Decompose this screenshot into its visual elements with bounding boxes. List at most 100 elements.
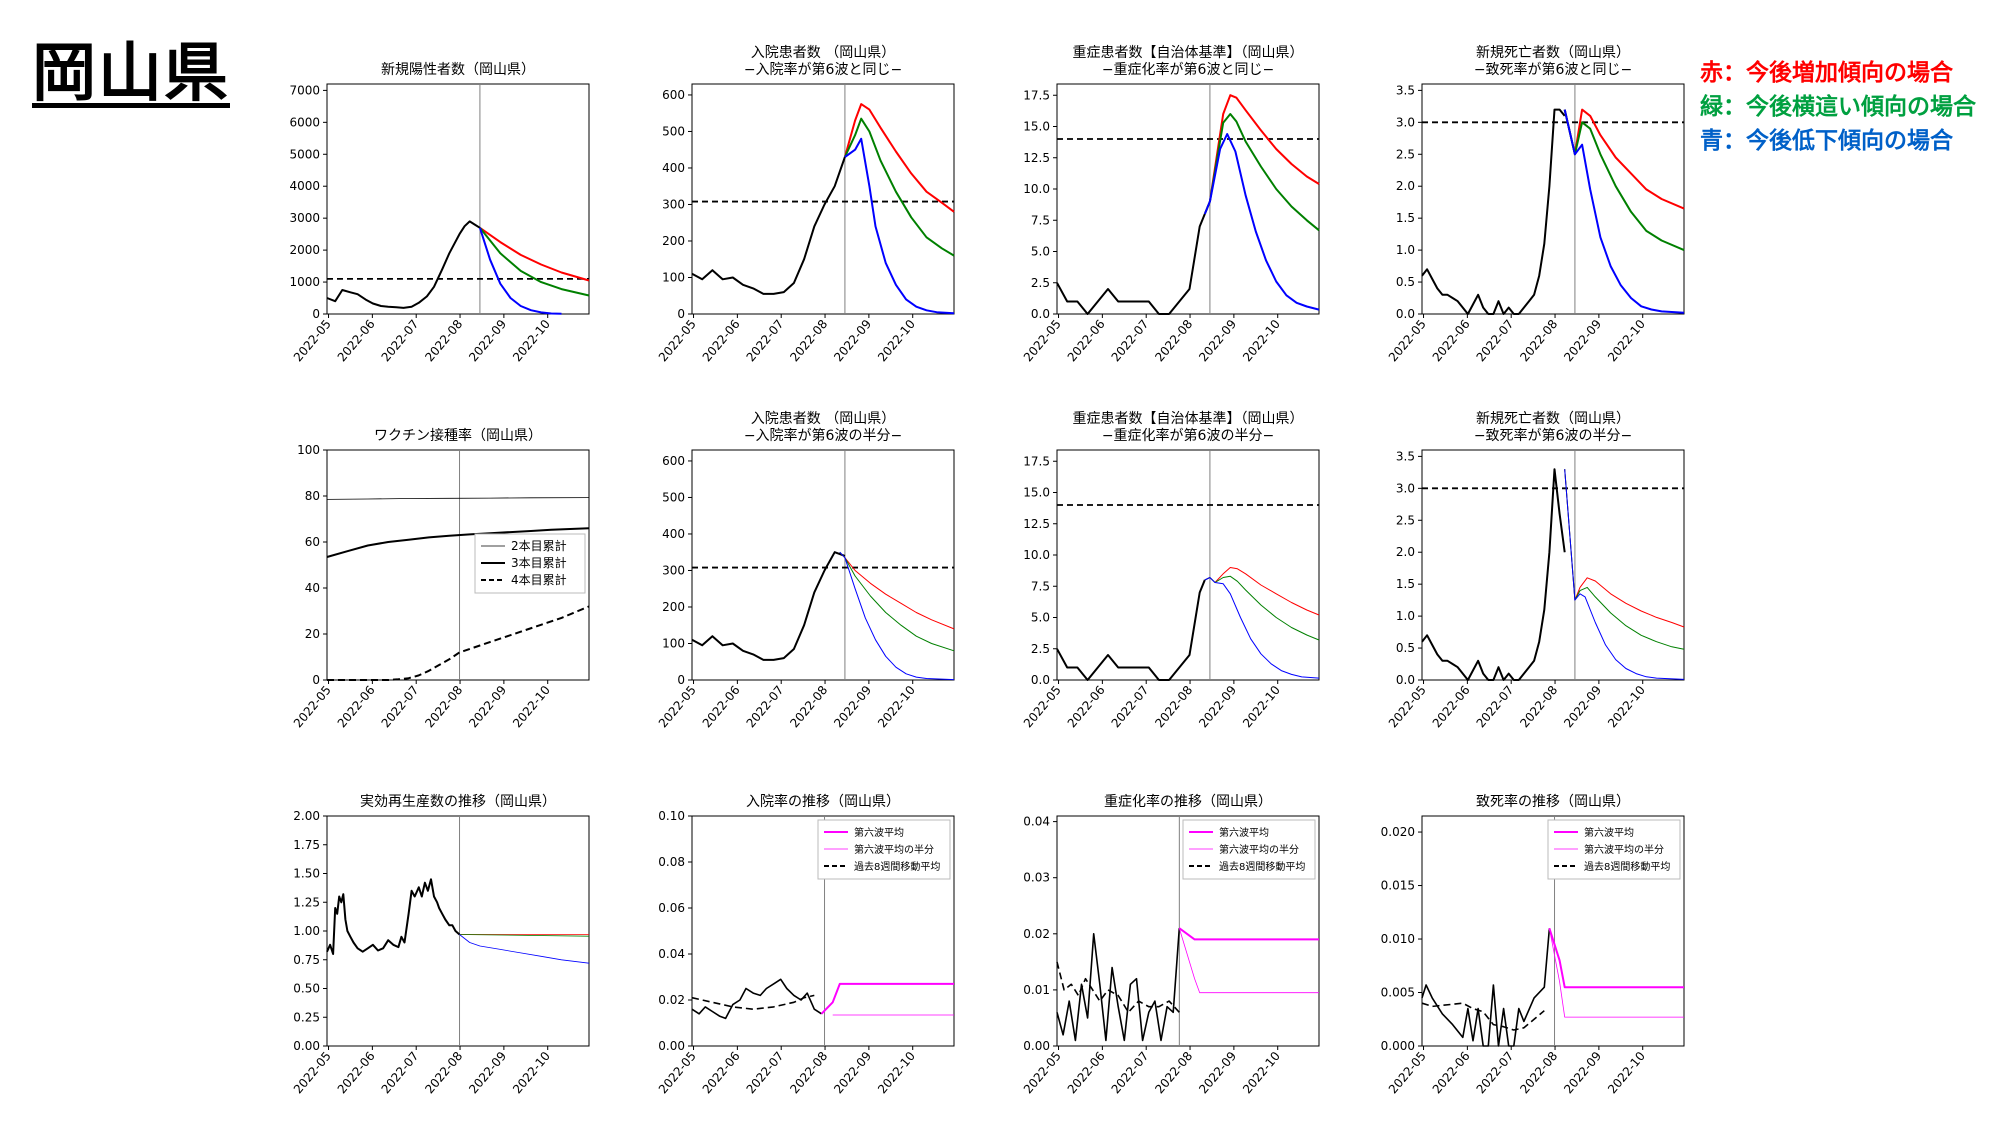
x-tick-label: 2022-06 <box>700 683 743 730</box>
series-line-4 <box>1203 133 1320 311</box>
series-line-2 <box>839 551 955 630</box>
y-tick-label: 7.5 <box>1031 579 1050 593</box>
series-line-4 <box>459 934 590 964</box>
y-tick-label: 0 <box>312 673 320 687</box>
series-line-4 <box>839 551 955 681</box>
y-tick-label: 0.04 <box>1023 815 1050 829</box>
y-tick-label: 0 <box>677 307 685 321</box>
chart-title: −入院率が第6波と同じ− <box>744 61 902 78</box>
legend-frame <box>817 819 951 880</box>
x-tick-label: 2022-06 <box>335 683 378 730</box>
y-tick-label: 2000 <box>289 243 320 257</box>
legend-label: 第六波平均 <box>1219 826 1269 839</box>
x-tick-label: 2022-10 <box>510 683 553 730</box>
x-tick-label: 2022-09 <box>1561 683 1604 730</box>
series-line-2 <box>1204 567 1320 616</box>
y-tick-label: 300 <box>662 197 685 211</box>
chart-9: 実効再生産数の推移（岡山県） 0.00 0.25 0.50 0.75 1.00 1.25 1.… <box>291 794 590 1096</box>
chart-title: 重症患者数【自治体基準】（岡山県） <box>1073 410 1304 427</box>
x-tick-label: 2022-09 <box>831 1049 874 1096</box>
x-tick-label: 2022-09 <box>466 317 509 364</box>
legend-label: 第六波平均の半分 <box>1584 843 1664 856</box>
y-tick-label: 0.0 <box>1396 307 1415 321</box>
y-tick-label: 40 <box>305 581 320 595</box>
x-tick-label: 2022-08 <box>1517 1049 1560 1096</box>
chart-4: 新規死亡者数（岡山県）−致死率が第6波と同じ− 0.0 0.5 1.0 1.5 2.0 2.… <box>1386 45 1685 364</box>
series-line-2 <box>1203 94 1320 215</box>
y-tick-label: 1.0 <box>1396 243 1415 257</box>
x-tick-label: 2022-08 <box>1152 1049 1195 1096</box>
y-tick-label: 12.5 <box>1023 151 1050 165</box>
x-tick-label: 2022-10 <box>510 317 553 364</box>
x-tick-label: 2022-10 <box>1240 1049 1283 1096</box>
y-tick-label: 1000 <box>289 275 320 289</box>
chart-12: 致死率の推移（岡山県） 0.000 0.005 0.010 0.015 0.020 2022… <box>1381 793 1685 1096</box>
series-line-3 <box>1564 469 1685 650</box>
plot-frame <box>691 815 955 1047</box>
y-tick-label: 600 <box>662 88 685 102</box>
x-tick-label: 2022-05 <box>1021 317 1064 364</box>
y-tick-label: 5000 <box>289 147 320 161</box>
plot-frame <box>1056 449 1320 681</box>
y-tick-label: 0.02 <box>658 993 685 1007</box>
chart-title: 致死率の推移（岡山県） <box>1476 793 1630 810</box>
y-tick-label: 17.5 <box>1023 88 1050 102</box>
y-tick-label: 12.5 <box>1023 517 1050 531</box>
chart-title: −重症化率が第6波と同じ− <box>1102 61 1274 78</box>
x-tick-label: 2022-05 <box>1386 317 1429 364</box>
x-tick-label: 2022-05 <box>291 317 334 364</box>
series-line-1 <box>326 878 461 955</box>
x-tick-label: 2022-07 <box>379 1049 422 1096</box>
chart-title: −致死率が第6波と同じ− <box>1474 61 1632 78</box>
y-tick-label: 1.25 <box>293 895 320 909</box>
legend-label: 4本目累計 <box>511 572 567 587</box>
x-tick-label: 2022-06 <box>1065 1049 1108 1096</box>
y-tick-label: 0.0 <box>1031 307 1050 321</box>
x-tick-label: 2022-08 <box>1152 317 1195 364</box>
y-tick-label: 1.5 <box>1396 577 1415 591</box>
chart-title: 新規陽性者数（岡山県） <box>381 62 535 78</box>
x-tick-label: 2022-06 <box>1430 683 1473 730</box>
x-tick-label: 2022-07 <box>1109 317 1152 364</box>
x-tick-label: 2022-05 <box>291 1049 334 1096</box>
x-tick-label: 2022-10 <box>875 317 918 364</box>
chart-title: 新規死亡者数（岡山県） <box>1476 45 1630 61</box>
x-tick-label: 2022-09 <box>831 683 874 730</box>
x-tick-label: 2022-09 <box>466 1049 509 1096</box>
y-tick-label: 5.0 <box>1031 245 1050 259</box>
y-tick-label: 2.5 <box>1396 513 1415 527</box>
chart-2: 入院患者数 （岡山県）−入院率が第6波と同じ− 0 100 200 300 400 500 6… <box>656 45 955 364</box>
y-tick-label: 0.02 <box>1023 927 1050 941</box>
x-tick-label: 2022-08 <box>1517 317 1560 364</box>
x-tick-label: 2022-08 <box>422 317 465 364</box>
series-line-2 <box>479 226 590 282</box>
x-tick-label: 2022-05 <box>1021 1049 1064 1096</box>
plot-frame <box>1421 83 1685 315</box>
series-line-3 <box>820 982 954 1015</box>
chart-title: ワクチン接種率（岡山県） <box>374 427 542 444</box>
series-line-3 <box>327 605 590 681</box>
y-tick-label: 3.5 <box>1396 83 1415 97</box>
x-tick-label: 2022-07 <box>744 683 787 730</box>
series-line-4 <box>1178 928 1319 994</box>
y-tick-label: 4000 <box>289 179 320 193</box>
series-line-4 <box>1564 469 1685 680</box>
chart-1: 新規陽性者数（岡山県） 0 1000 2000 3000 4000 5000 6000 7000… <box>289 62 590 364</box>
legend-label: 過去8週間移動平均 <box>854 860 940 873</box>
x-tick-label: 2022-05 <box>1386 683 1429 730</box>
scenario-legend-blue: 青：今後低下傾向の場合 <box>1700 128 1953 154</box>
y-tick-label: 3000 <box>289 211 320 225</box>
y-tick-label: 0.06 <box>658 901 685 915</box>
chart-7: 重症患者数【自治体基準】（岡山県）−重症化率が第6波の半分− 0.0 2.5 5.0 7… <box>1021 410 1320 730</box>
y-tick-label: 300 <box>662 563 685 577</box>
x-tick-label: 2022-09 <box>1196 317 1239 364</box>
series-line-1 <box>1421 468 1566 681</box>
series-line-4 <box>1549 928 1684 1018</box>
plot-frame <box>326 449 590 681</box>
y-tick-label: 1.75 <box>293 838 320 852</box>
y-tick-label: 0.020 <box>1381 825 1415 839</box>
chart-title: −重症化率が第6波の半分− <box>1102 427 1274 444</box>
